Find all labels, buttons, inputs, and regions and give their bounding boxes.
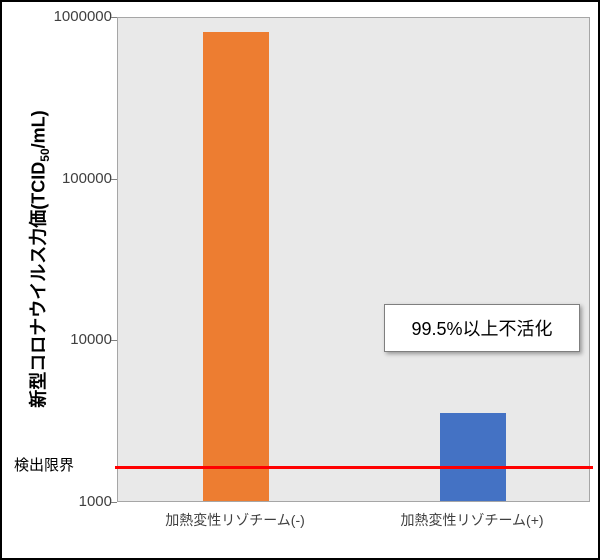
y-axis-title-subscript: 50: [38, 148, 53, 162]
y-axis-tick-mark: [111, 179, 117, 180]
plot-area: 99.5%以上不活化: [115, 17, 593, 502]
bar-heated-lysozyme-minus: [203, 32, 270, 501]
x-category-label-plus: 加熱変性リゾチーム(+): [400, 512, 544, 528]
y-axis-title-suffix: /mL): [28, 110, 49, 149]
y-axis-tick-mark: [111, 340, 117, 341]
y-tick-label-1000: 1000: [78, 493, 112, 510]
y-tick-label-100000: 100000: [61, 170, 112, 187]
y-tick-label-10000: 10000: [70, 331, 112, 348]
annotation-box: 99.5%以上不活化: [384, 304, 580, 352]
annotation-text: 99.5%以上不活化: [411, 319, 553, 339]
x-category-label-minus: 加熱変性リゾチーム(-): [165, 512, 305, 528]
bar-heated-lysozyme-plus: [439, 413, 506, 501]
detection-limit-line: [115, 466, 593, 469]
detection-limit-label: 検出限界: [14, 457, 75, 474]
y-axis-title: 新型コロナウイルス力価(TCID50/mL): [28, 17, 53, 502]
y-axis-tick-mark: [111, 17, 117, 18]
y-axis-title-prefix: 新型コロナウイルス力価(TCID: [28, 161, 49, 408]
y-axis-tick-mark: [111, 502, 117, 503]
y-tick-label-1000000: 1000000: [53, 8, 112, 25]
